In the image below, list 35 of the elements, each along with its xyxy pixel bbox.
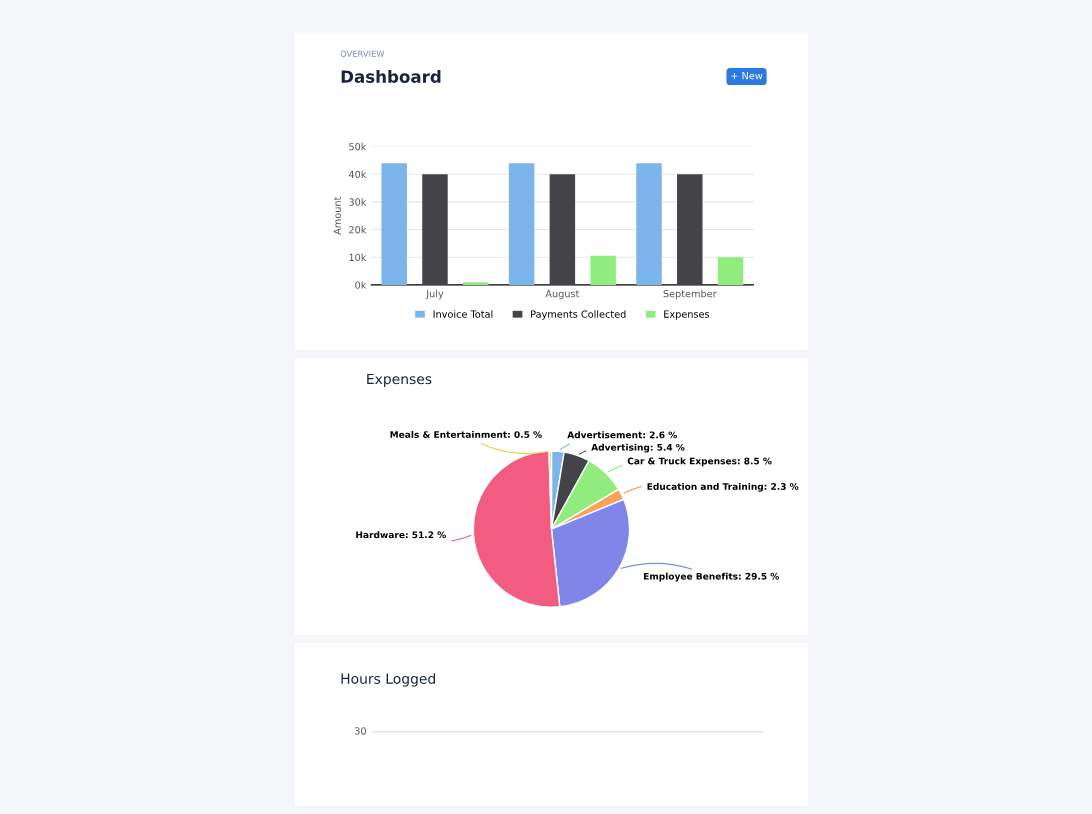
x-tick-label: September [663, 289, 717, 300]
y-axis-title: Amount [333, 196, 341, 235]
y-tick-label: 10k [349, 253, 367, 262]
bar [422, 174, 448, 285]
bar [636, 163, 662, 285]
bar [463, 282, 489, 285]
y-tick-label: 30k [349, 198, 367, 206]
text: OVERVIEW [340, 50, 385, 57]
slice-label: Advertisement: 2.6 % [567, 431, 677, 439]
bar [508, 163, 535, 285]
legend-label: Payments Collected [531, 310, 626, 320]
bar [381, 163, 407, 285]
bar [677, 174, 703, 285]
slice-label: Education and Training: 2.3 % [647, 482, 799, 492]
x-tick-label: August [545, 290, 580, 300]
x-tick-label: July [425, 289, 444, 300]
slice-label: Meals & Entertainment: 0.5 % [390, 430, 542, 438]
text: 30 [354, 727, 366, 735]
bar [590, 255, 616, 285]
text: + New [731, 72, 763, 80]
y-tick-label: 20k [349, 225, 367, 234]
chart-title: Expenses [367, 373, 432, 387]
slice-label: Employee Benefits: 29.5 % [644, 572, 779, 582]
legend-label: Invoice Total [433, 310, 493, 318]
legend-label: Expenses [664, 310, 710, 320]
slice-label: Car & Truck Expenses: 8.5 % [627, 457, 772, 467]
text: Dashboard [341, 70, 441, 83]
slice-label: Hardware: 51.2 % [356, 531, 446, 539]
bar [549, 174, 576, 285]
text: Hours Logged [341, 673, 435, 687]
y-tick-label: 40k [348, 170, 367, 179]
y-tick-label: 50k [349, 142, 367, 151]
y-tick-label: 0k [355, 281, 367, 289]
bar [717, 257, 744, 285]
slice-label: Advertising: 5.4 % [591, 443, 685, 453]
